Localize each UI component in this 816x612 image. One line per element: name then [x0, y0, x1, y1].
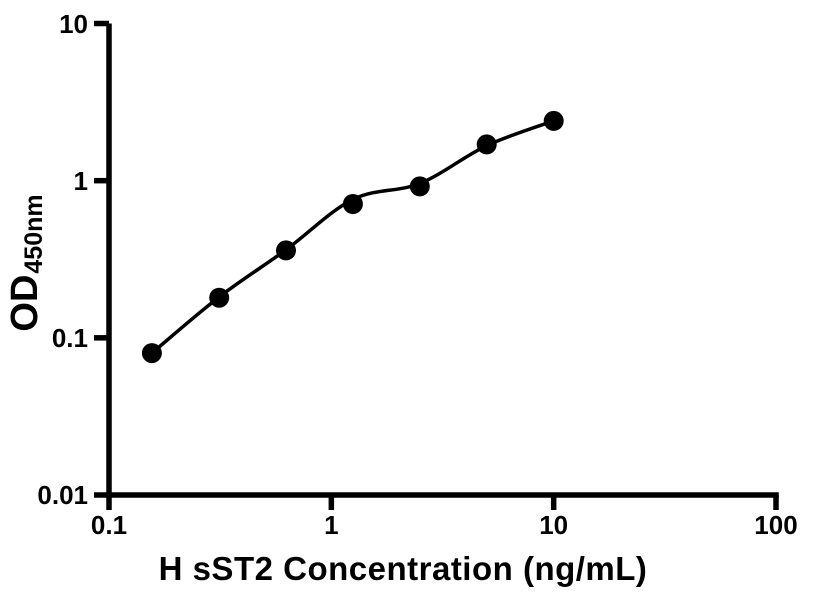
data-point [476, 134, 497, 155]
y-tick-label: 0.1 [51, 322, 88, 353]
x-tick-label: 1 [324, 510, 339, 540]
y-tick-label: 10 [59, 8, 88, 39]
x-tick-label: 100 [754, 510, 798, 540]
x-tick-label: 0.1 [90, 510, 128, 540]
x-axis-title: H sST2 Concentration (ng/mL) [158, 550, 648, 587]
y-tick-label: 0.01 [37, 480, 88, 510]
data-point [141, 343, 162, 364]
y-axis-title: OD450nm [4, 194, 48, 332]
data-point [342, 194, 363, 214]
x-tick-label: 10 [539, 510, 569, 540]
y-tick-label: 1 [73, 165, 88, 196]
data-point [543, 110, 564, 131]
data-point [276, 240, 296, 261]
data-point [209, 287, 230, 308]
y-axis-title-sub: 450nm [20, 194, 48, 274]
data-point [409, 176, 430, 197]
fit-curve [150, 119, 556, 355]
y-axis-title-main: OD [4, 274, 46, 332]
